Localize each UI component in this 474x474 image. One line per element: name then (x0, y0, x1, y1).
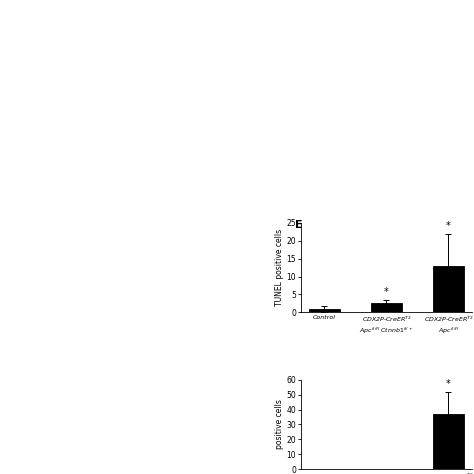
Text: *: * (446, 221, 451, 231)
Text: *: * (384, 287, 389, 297)
Y-axis label: TUNEL positive cells: TUNEL positive cells (275, 229, 284, 306)
Bar (309, 309, 340, 312)
Bar (371, 303, 402, 312)
Y-axis label: positive cells: positive cells (274, 400, 283, 449)
Bar (433, 414, 464, 469)
Bar (433, 266, 464, 312)
Text: *: * (446, 379, 451, 389)
Text: E: E (295, 220, 302, 230)
